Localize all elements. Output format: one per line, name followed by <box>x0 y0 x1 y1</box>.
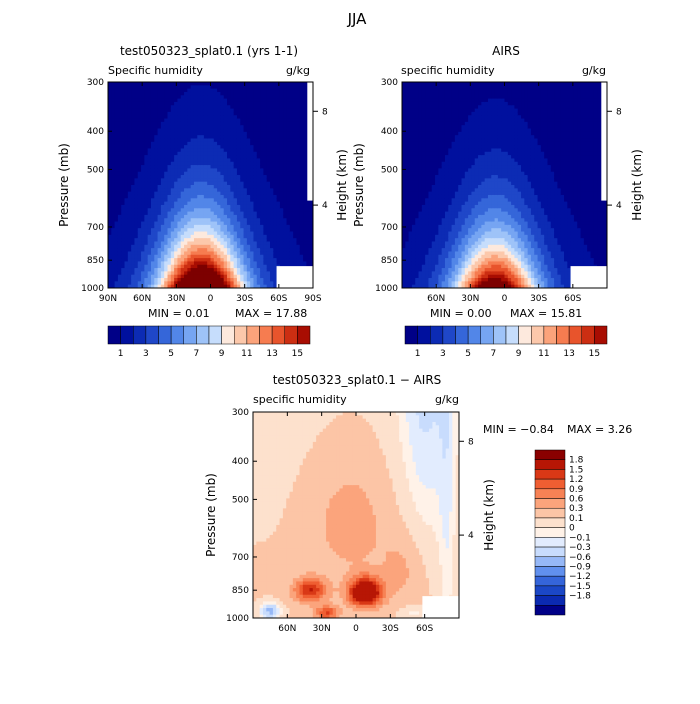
x-tick-label: 30S <box>236 294 253 304</box>
panel-model-min: MIN = 0.01 <box>148 307 210 320</box>
panel-model-title: test050323_splat0.1 (yrs 1-1) <box>120 44 298 58</box>
y-tick-label: 500 <box>87 165 104 175</box>
colorbar-box <box>247 326 260 344</box>
figure-title: JJA <box>347 10 368 28</box>
field-cells <box>108 82 314 289</box>
panel-airs: AIRS specific humidity g/kg 300400500700… <box>352 44 644 359</box>
colorbar-box <box>133 326 146 344</box>
colorbar-box <box>146 326 159 344</box>
x-tick-label: 60S <box>270 294 287 304</box>
colorbar-label: 13 <box>266 349 277 359</box>
x-tick-label: 30N <box>167 294 185 304</box>
panel-model: test050323_splat0.1 (yrs 1-1) Specific h… <box>57 44 349 359</box>
colorbar-box <box>184 326 197 344</box>
panel-airs-units: g/kg <box>582 64 606 77</box>
x-tick-label: 90N <box>99 294 117 304</box>
x-tick-label: 90S <box>304 294 321 304</box>
y-tick-label: 1000 <box>81 284 104 294</box>
missing-data <box>307 82 313 201</box>
colorbar-box <box>260 326 273 344</box>
panel-airs-variable: specific humidity <box>401 64 495 77</box>
field-cells <box>402 82 608 289</box>
colorbar-label: 5 <box>168 349 174 359</box>
colorbar-label: 11 <box>241 349 252 359</box>
panel-model-variable: Specific humidity <box>108 64 203 77</box>
colorbar-label: 7 <box>194 349 200 359</box>
colorbar-box <box>297 326 310 344</box>
y-tick-label: 850 <box>87 256 104 266</box>
colorbar-label: 9 <box>219 349 225 359</box>
y-tick-label: 300 <box>87 78 104 88</box>
y2-tick-label: 8 <box>322 107 328 117</box>
panel-model-max: MAX = 17.88 <box>235 307 307 320</box>
y-tick-label: 700 <box>87 223 104 233</box>
colorbar-label: 1 <box>118 349 124 359</box>
missing-data <box>277 266 313 288</box>
colorbar-box <box>272 326 285 344</box>
y2-tick-label: 4 <box>322 201 328 211</box>
x-tick-label: 0 <box>208 294 214 304</box>
panel-model-ylabel: Pressure (mb) <box>57 143 71 227</box>
panel-model-units: g/kg <box>286 64 310 77</box>
colorbar-box <box>234 326 247 344</box>
panel-model-y2label: Height (km) <box>335 149 349 220</box>
colorbar-box <box>285 326 298 344</box>
colorbar-box <box>159 326 172 344</box>
colorbar-label: 3 <box>143 349 149 359</box>
colorbar-box <box>209 326 222 344</box>
colorbar-box <box>222 326 235 344</box>
y-tick-label: 400 <box>87 127 104 137</box>
colorbar-box <box>121 326 134 344</box>
colorbar-box <box>171 326 184 344</box>
colorbar-box <box>108 326 121 344</box>
x-tick-label: 60N <box>133 294 151 304</box>
colorbar-box <box>196 326 209 344</box>
colorbar-label: 15 <box>292 349 303 359</box>
panel-airs-title: AIRS <box>492 44 520 58</box>
